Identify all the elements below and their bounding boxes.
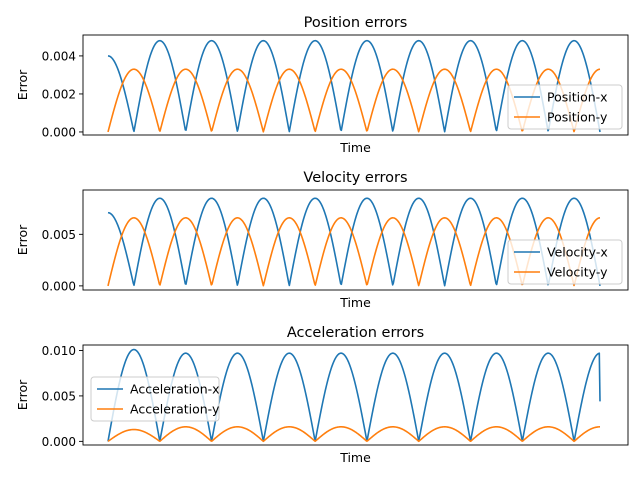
y-tick-label: 0.005 [42,389,76,403]
legend-label: Velocity-x [547,245,608,260]
subplot-2: 0.000 0.005 Velocity errors Time Error Veloci… [15,170,629,310]
axes-frame [82,34,629,136]
legend-box [507,239,623,285]
x-axis-label: Time [339,140,371,155]
y-tick-label: 0.002 [42,87,76,101]
y-axis-label: Error [15,224,30,255]
legend-label: Position-x [547,90,608,105]
legend: Acceleration-x Acceleration-y [90,376,220,422]
axes-frame [82,344,629,446]
x-axis-label: Time [339,295,371,310]
legend-label: Velocity-y [547,265,608,280]
y-tick-label: 0.005 [42,228,76,242]
subplot-3: 0.000 0.005 0.010 Acceleration errors Time Er… [15,325,629,465]
axes-frame [82,189,629,291]
subplot-1: 0.000 0.002 0.004 Position errors Time Error P… [15,15,629,155]
legend-box [90,376,220,422]
legend-label: Acceleration-x [130,382,220,397]
y-tick-label: 0.000 [42,435,76,449]
legend: Velocity-x Velocity-y [507,239,623,285]
legend: Position-x Position-y [507,84,623,130]
series-line-acceleration-y [107,426,601,443]
x-axis-label: Time [339,450,371,465]
series-line-position-x [107,39,601,133]
legend-label: Acceleration-y [130,402,220,417]
y-tick-label: 0.000 [42,279,76,293]
legend-box [507,84,623,130]
legend-label: Position-y [547,110,608,125]
y-tick-label: 0.010 [42,344,76,358]
chart-title: Acceleration errors [287,325,424,341]
chart-title: Velocity errors [303,170,407,186]
series-line-velocity-x [107,197,601,287]
y-axis-label: Error [15,379,30,410]
y-tick-label: 0.000 [42,125,76,139]
y-tick-label: 0.004 [42,49,76,63]
chart-title: Position errors [304,15,408,31]
series-line-acceleration-x [107,348,601,442]
y-axis-label: Error [15,69,30,100]
